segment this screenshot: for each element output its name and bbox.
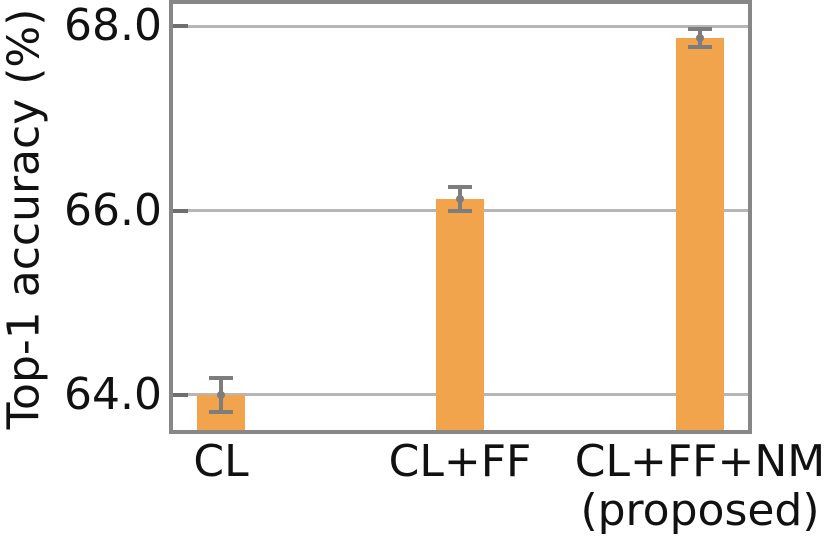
gridline	[173, 24, 748, 28]
error-bar-cap-bottom	[209, 409, 233, 414]
x-category-label-line: CL+FF	[388, 436, 532, 487]
error-bar-cap-top	[448, 185, 472, 190]
plot-area	[169, 0, 752, 434]
error-bar-marker	[217, 390, 225, 399]
x-category-label-line: CL+FF+NM	[574, 436, 826, 487]
y-tick	[173, 24, 188, 29]
error-bar-cap-bottom	[448, 209, 472, 214]
y-tick-label: 64.0	[64, 368, 162, 420]
error-bar-cap-top	[688, 26, 712, 31]
x-category-label: CL+FF+NM (proposed)	[540, 437, 830, 535]
x-category-label: CL+FF	[300, 437, 620, 486]
error-bar-cap-top	[209, 376, 233, 381]
y-tick-label: 66.0	[64, 184, 162, 236]
y-tick	[173, 392, 188, 397]
y-tick	[173, 208, 188, 213]
bar	[436, 199, 484, 430]
error-bar-cap-bottom	[688, 45, 712, 50]
y-tick-label: 68.0	[64, 0, 162, 52]
error-bar-marker	[696, 34, 704, 43]
x-category-label-line: (proposed)	[580, 485, 820, 536]
x-category-label-line: CL	[193, 436, 249, 487]
x-category-label: CL	[61, 437, 381, 486]
bar	[676, 38, 724, 430]
error-bar-marker	[456, 195, 464, 204]
